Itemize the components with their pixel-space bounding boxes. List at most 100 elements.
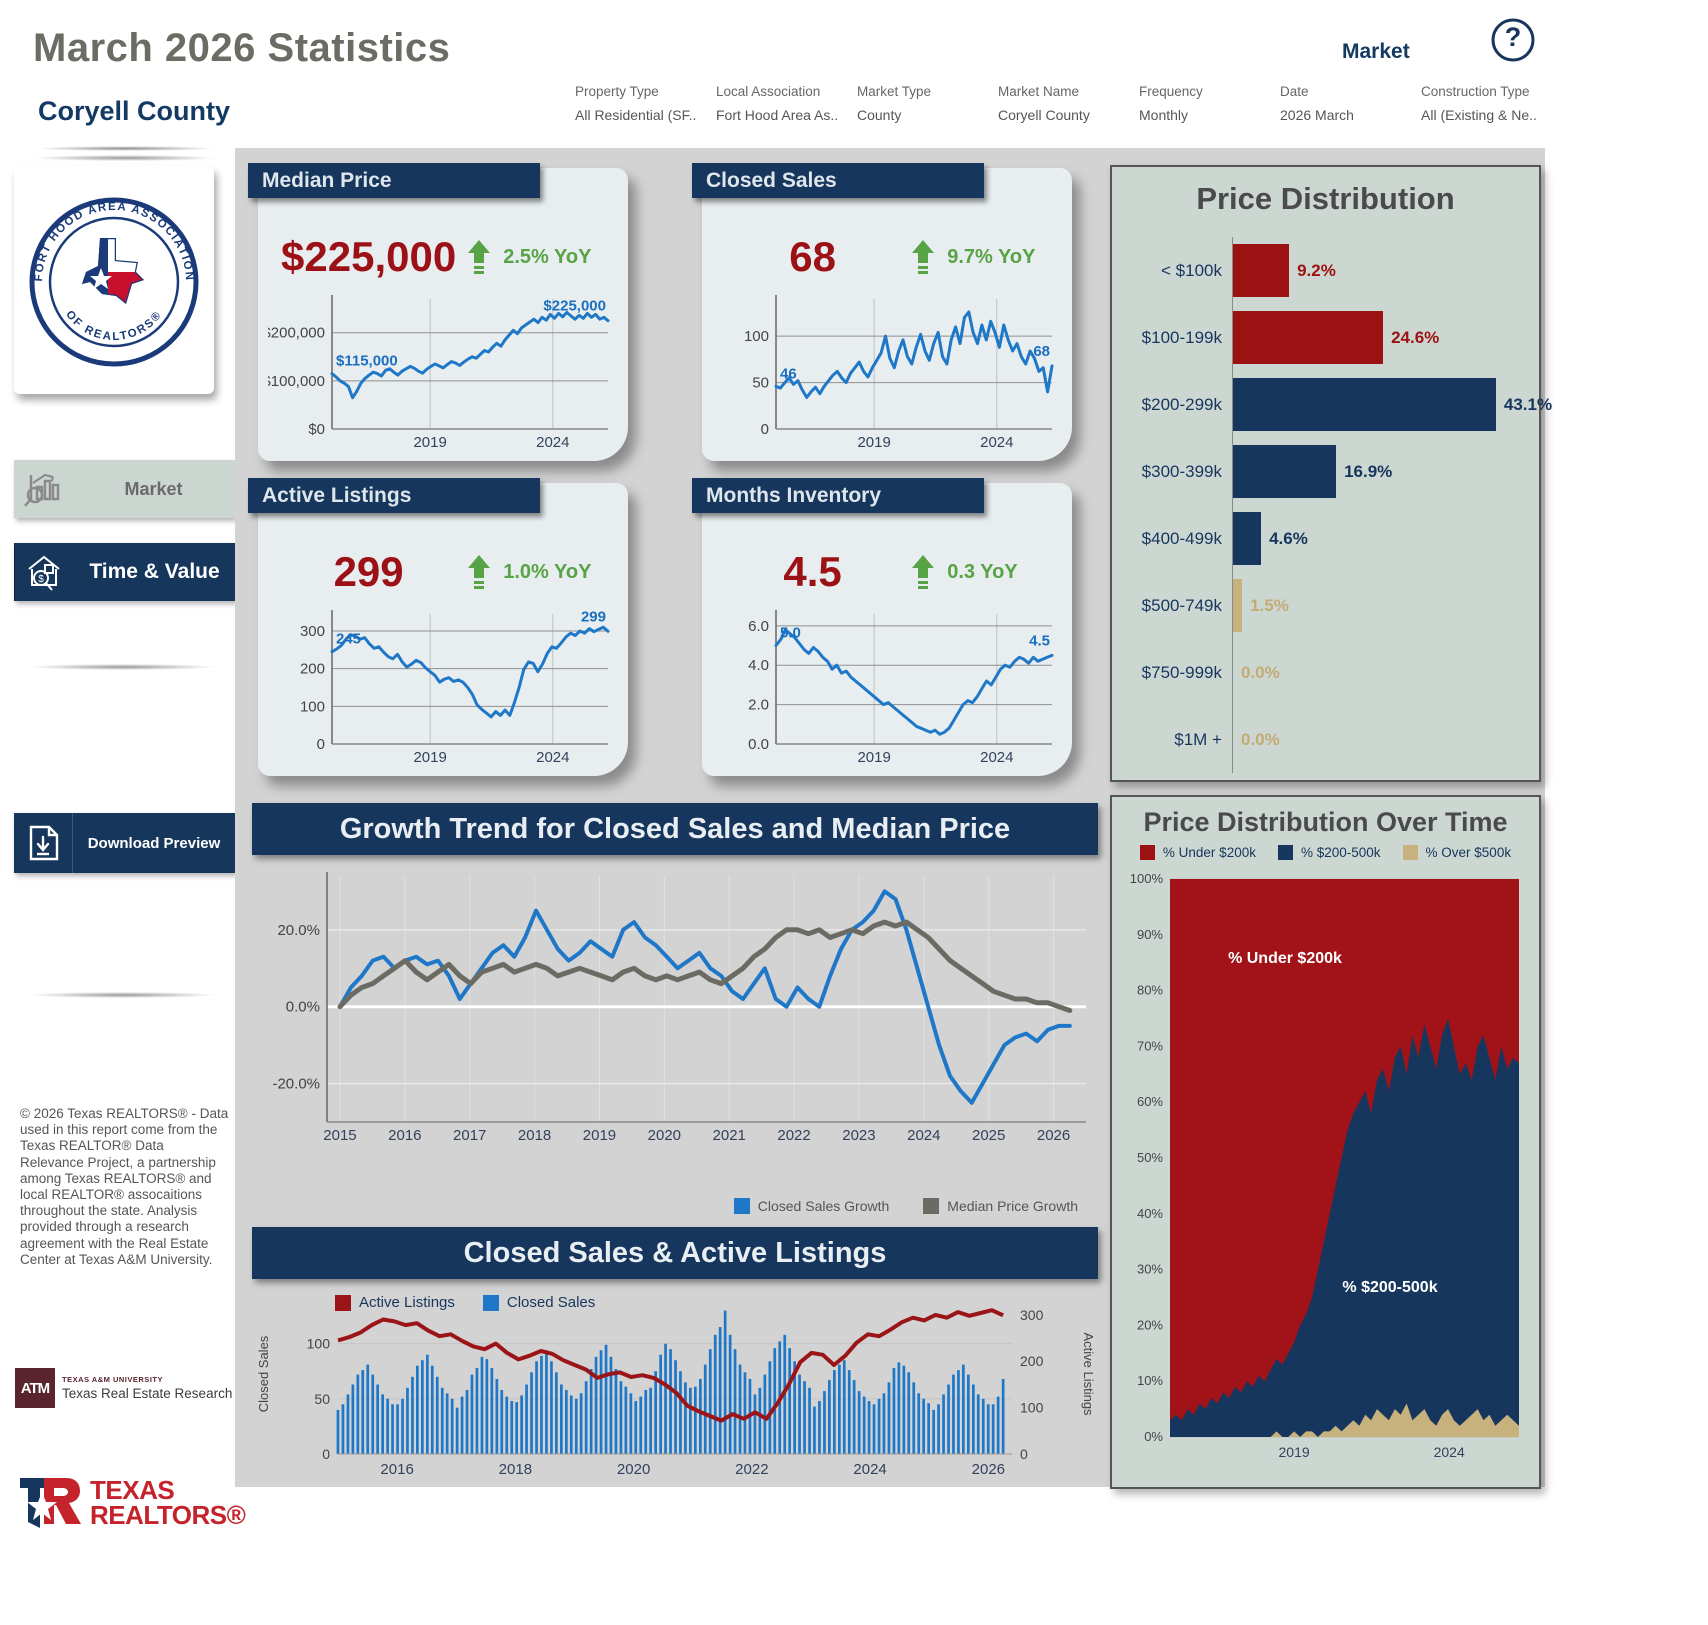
svg-text:2019: 2019 xyxy=(413,434,446,451)
svg-text:2016: 2016 xyxy=(388,1127,421,1144)
texas-star xyxy=(90,268,112,289)
price-dist-bar xyxy=(1233,579,1243,632)
kpi-yoy-label: 1.0% YoY xyxy=(503,560,592,583)
main-content-area: Median Price $225,000 2.5% YoY 2019 2024 $… xyxy=(235,148,1552,1489)
legend-swatch xyxy=(482,1294,499,1311)
legend-label: % $200-500k xyxy=(1300,845,1381,860)
price-dist-over-time-panel: Price Distribution Over Time % Under $20… xyxy=(1110,795,1541,1489)
filter-value[interactable]: 2026 March xyxy=(1280,107,1354,123)
legend-swatch xyxy=(923,1198,940,1214)
filter-label: Construction Type xyxy=(1421,84,1530,99)
filter-market-type[interactable]: Market Type County xyxy=(857,84,998,123)
svg-text:100: 100 xyxy=(300,698,325,715)
growth-trend-legend: Closed Sales Growth Median Price Growth xyxy=(252,1198,1098,1214)
tr-text-realtors: REALTORS® xyxy=(90,1500,246,1530)
filter-value[interactable]: County xyxy=(857,107,902,123)
help-icon[interactable]: ? xyxy=(1489,16,1537,69)
svg-text:300: 300 xyxy=(1020,1307,1044,1323)
filter-value[interactable]: All (Existing & Ne.. xyxy=(1421,107,1537,123)
price-dist-value: 0.0% xyxy=(1241,729,1280,749)
filter-market-name[interactable]: Market Name Coryell County xyxy=(998,84,1139,123)
svg-text:0: 0 xyxy=(322,1446,330,1462)
filter-date[interactable]: Date 2026 March xyxy=(1280,84,1421,123)
svg-text:-20.0%: -20.0% xyxy=(272,1076,320,1093)
svg-text:2.0: 2.0 xyxy=(748,697,769,714)
header-divider xyxy=(35,146,215,151)
legend-swatch xyxy=(1139,845,1155,860)
filter-construction-type[interactable]: Construction Type All (Existing & Ne.. xyxy=(1421,84,1562,123)
legend-label: Closed Sales xyxy=(506,1294,596,1311)
association-logo-card: FORT HOOD AREA ASSOCIATION OF REALTORS® xyxy=(14,166,214,394)
svg-text:40%: 40% xyxy=(1137,1206,1163,1221)
price-dist-row: $100-199k 24.6% xyxy=(1126,304,1529,371)
price-dist-row: $400-499k 4.6% xyxy=(1126,505,1529,572)
up-arrow-icon xyxy=(912,555,935,589)
svg-text:60%: 60% xyxy=(1137,1094,1163,1109)
kpi-title: Active Listings xyxy=(262,483,412,507)
svg-text:2024: 2024 xyxy=(980,434,1013,451)
svg-text:2015: 2015 xyxy=(323,1127,356,1144)
svg-text:$115,000: $115,000 xyxy=(336,353,398,370)
svg-text:50: 50 xyxy=(314,1391,330,1407)
sidebar-tab-time-value[interactable]: $ Time & Value xyxy=(14,543,236,601)
kpi-yoy: 9.7% YoY xyxy=(911,240,1060,274)
sidebar-tab-market-label: Market xyxy=(124,478,183,499)
svg-text:2024: 2024 xyxy=(980,749,1013,766)
page-title: March 2026 Statistics xyxy=(33,26,451,70)
price-dist-bar-zone: 16.9% xyxy=(1232,438,1529,505)
sidebar-tab-market[interactable]: Market xyxy=(14,460,235,518)
svg-text:2020: 2020 xyxy=(648,1127,681,1144)
copyright-text: © 2026 Texas REALTORS® - Data used in th… xyxy=(20,1106,229,1267)
price-dist-bar-zone: 0.0% xyxy=(1232,706,1529,773)
download-preview-button[interactable]: Download Preview xyxy=(14,813,235,873)
price-distribution-rows: < $100k 9.2% $100-199k 24.6% $200-299k 43.1% $… xyxy=(1126,237,1552,773)
svg-text:100%: 100% xyxy=(1130,871,1164,886)
market-name-subtitle: Coryell County xyxy=(38,96,231,126)
growth-trend-title: Growth Trend for Closed Sales and Median… xyxy=(339,812,1011,845)
filter-label: Local Association xyxy=(716,84,821,99)
filter-value[interactable]: Fort Hood Area As.. xyxy=(716,107,839,123)
price-dist-bar-zone: 1.5% xyxy=(1232,572,1529,639)
filter-value[interactable]: Monthly xyxy=(1139,107,1189,123)
legend-item: Median Price Growth xyxy=(923,1198,1078,1214)
svg-text:80%: 80% xyxy=(1137,983,1163,998)
svg-text:2021: 2021 xyxy=(713,1127,746,1144)
svg-text:2024: 2024 xyxy=(907,1127,940,1144)
svg-text:$0: $0 xyxy=(308,421,325,438)
legend-item: Closed Sales Growth xyxy=(733,1198,889,1214)
svg-text:% Under $200k: % Under $200k xyxy=(1228,950,1342,967)
price-dist-category: $1M + xyxy=(1174,729,1222,749)
svg-text:200: 200 xyxy=(300,661,325,678)
price-dist-bar-zone: 0.0% xyxy=(1232,639,1529,706)
svg-text:30%: 30% xyxy=(1137,1262,1163,1277)
kpi-card-months-inventory: Months Inventory 4.5 0.3 YoY 2019 2024 0.0… xyxy=(692,478,1072,776)
filter-local-association[interactable]: Local Association Fort Hood Area As.. xyxy=(716,84,857,123)
price-dist-value: 24.6% xyxy=(1391,327,1440,347)
svg-text:300: 300 xyxy=(300,623,325,640)
svg-text:2018: 2018 xyxy=(518,1127,551,1144)
kpi-value: 4.5 xyxy=(783,548,842,595)
svg-text:0: 0 xyxy=(317,736,325,753)
price-dist-row: $300-399k 16.9% xyxy=(1126,438,1529,505)
kpi-title-band: Median Price xyxy=(248,163,540,198)
filter-value[interactable]: Coryell County xyxy=(998,107,1090,123)
svg-text:2026: 2026 xyxy=(972,1461,1005,1478)
svg-text:Active Listings: Active Listings xyxy=(1081,1332,1096,1416)
filter-value[interactable]: All Residential (SF.. xyxy=(575,107,697,123)
kpi-yoy-label: 9.7% YoY xyxy=(947,245,1036,268)
sales-listings-chart: 0 50 100 0 100 200 300 2016 2018 2020 2022 2024 2026… xyxy=(256,1307,1096,1478)
kpi-yoy: 0.3 YoY xyxy=(911,555,1060,589)
page-tab-label: Market xyxy=(1342,40,1410,63)
price-dist-value: 16.9% xyxy=(1344,461,1393,481)
legend-swatch xyxy=(1402,845,1418,860)
filter-property-type[interactable]: Property Type All Residential (SF.. xyxy=(575,84,716,123)
kpi-value: 299 xyxy=(333,548,404,595)
svg-text:2024: 2024 xyxy=(1434,1444,1465,1460)
svg-text:90%: 90% xyxy=(1137,927,1163,942)
filter-label: Frequency xyxy=(1139,84,1203,99)
sales-listings-title: Closed Sales & Active Listings xyxy=(463,1236,887,1269)
svg-text:0: 0 xyxy=(1020,1446,1028,1462)
price-dist-bar xyxy=(1233,512,1262,565)
price-dist-over-time-legend: % Under $200k % $200-500k % Over $500k xyxy=(1112,845,1539,860)
filter-frequency[interactable]: Frequency Monthly xyxy=(1139,84,1280,123)
